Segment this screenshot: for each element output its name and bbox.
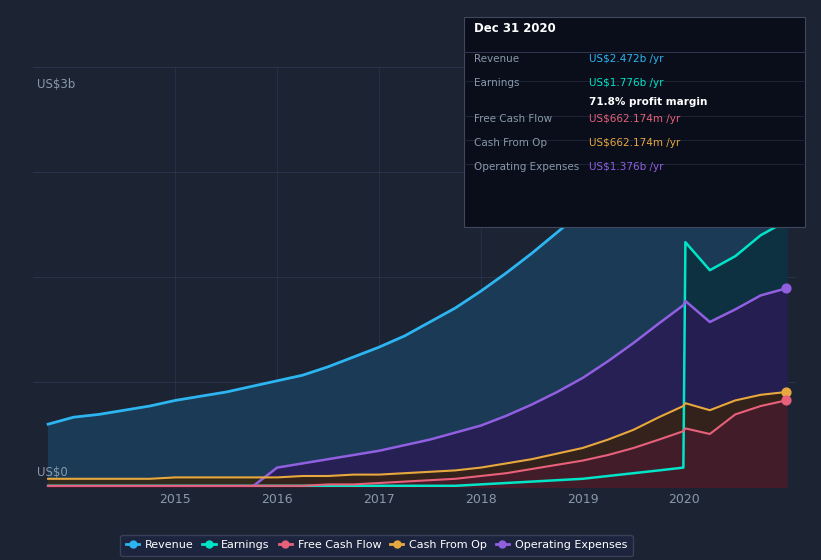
Text: Earnings: Earnings <box>474 78 519 88</box>
Text: Dec 31 2020: Dec 31 2020 <box>474 22 556 35</box>
Text: US$0: US$0 <box>37 466 67 479</box>
Point <box>780 396 793 405</box>
Text: US$1.776b /yr: US$1.776b /yr <box>589 78 663 88</box>
Legend: Revenue, Earnings, Free Cash Flow, Cash From Op, Operating Expenses: Revenue, Earnings, Free Cash Flow, Cash … <box>121 535 632 556</box>
Point <box>780 284 793 293</box>
Point <box>780 217 793 226</box>
Text: Operating Expenses: Operating Expenses <box>474 162 579 172</box>
Text: US$3b: US$3b <box>37 78 75 91</box>
Point <box>780 91 793 100</box>
Text: 71.8% profit margin: 71.8% profit margin <box>589 97 707 107</box>
Text: US$662.174m /yr: US$662.174m /yr <box>589 114 680 124</box>
Text: Revenue: Revenue <box>474 54 519 64</box>
Text: US$662.174m /yr: US$662.174m /yr <box>589 138 680 148</box>
Point <box>780 388 793 396</box>
Text: US$1.376b /yr: US$1.376b /yr <box>589 162 663 172</box>
Text: US$2.472b /yr: US$2.472b /yr <box>589 54 663 64</box>
Text: Cash From Op: Cash From Op <box>474 138 547 148</box>
Text: Free Cash Flow: Free Cash Flow <box>474 114 552 124</box>
